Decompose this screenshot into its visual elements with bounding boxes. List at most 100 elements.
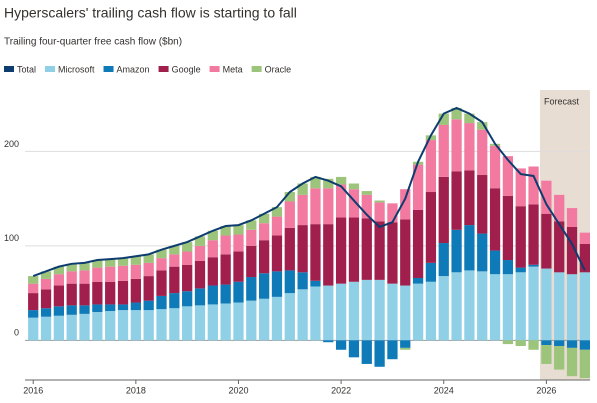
bar-segment xyxy=(40,289,52,309)
bar-segment xyxy=(310,286,321,341)
bar-segment xyxy=(40,316,52,341)
bar-segment xyxy=(117,258,129,266)
legend-swatch xyxy=(158,66,169,72)
bar-segment xyxy=(566,208,578,227)
bar-segment xyxy=(79,305,90,314)
bar-segment xyxy=(323,224,334,286)
x-tick-label: 2022 xyxy=(331,385,351,395)
bar-segment xyxy=(259,223,270,241)
bar-segment xyxy=(143,262,154,277)
bar-segment xyxy=(425,135,437,141)
bar-segment xyxy=(528,340,539,350)
bar-segment xyxy=(438,276,449,341)
bar-segment xyxy=(348,281,360,341)
bar-segment xyxy=(284,227,295,271)
bar-segment xyxy=(66,283,77,306)
bar-segment xyxy=(515,340,526,346)
bar-segment xyxy=(233,251,244,282)
bar-segment xyxy=(207,230,218,241)
bar-segment xyxy=(361,194,372,219)
legend-swatch xyxy=(45,66,56,72)
bar-segment xyxy=(117,310,129,341)
bar-segment xyxy=(541,213,552,269)
bar-segment xyxy=(502,340,514,345)
bar-segment xyxy=(207,304,218,341)
bar-segment xyxy=(502,195,514,261)
bar-segment xyxy=(528,204,539,265)
x-tick-label: 2018 xyxy=(126,385,146,395)
bar-segment xyxy=(220,254,231,285)
bar-segment xyxy=(92,260,103,268)
bar-segment xyxy=(335,283,347,341)
bar-segment xyxy=(169,308,180,341)
total-line xyxy=(32,106,586,278)
bar-segment xyxy=(259,213,270,224)
bar-segment xyxy=(541,268,552,341)
legend-swatch xyxy=(4,66,14,72)
bar-segment xyxy=(284,201,295,228)
bar-segment xyxy=(554,340,565,346)
bar-segment xyxy=(425,140,437,193)
bar-segment xyxy=(233,302,244,341)
bar-segment xyxy=(477,233,488,272)
bar-segment xyxy=(489,250,501,275)
bar-segment xyxy=(374,202,385,222)
bar-segment xyxy=(412,164,424,210)
bar-segment xyxy=(194,288,206,306)
bar-segment xyxy=(79,283,90,306)
bar-segment xyxy=(400,347,411,350)
bar-segment xyxy=(579,243,590,273)
bar-segment xyxy=(79,270,90,284)
bar-segment xyxy=(130,302,141,311)
legend-label: Total xyxy=(17,64,36,74)
bar-segment xyxy=(246,229,257,246)
bar-segment xyxy=(182,242,193,252)
bar-segment xyxy=(182,291,193,307)
bar-segment xyxy=(92,304,103,312)
bar-segment xyxy=(259,298,270,341)
bar-segment xyxy=(412,209,424,278)
bar-segment xyxy=(528,266,539,341)
bar-segment xyxy=(28,283,39,294)
bar-segment xyxy=(156,249,167,259)
bar-segment xyxy=(182,264,193,292)
bar-segment xyxy=(348,340,360,358)
chart-subtitle: Trailing four-quarter free cash flow ($b… xyxy=(4,37,182,48)
bar-segment xyxy=(169,254,180,267)
x-tick-label: 2024 xyxy=(434,385,454,395)
bar-segment xyxy=(143,300,154,311)
bar-segment xyxy=(310,176,321,189)
y-tick-label: 100 xyxy=(4,233,19,243)
x-tick-label: 2020 xyxy=(228,385,248,395)
bar-segment xyxy=(323,178,334,189)
legend-label: Amazon xyxy=(117,64,150,74)
bar-segment xyxy=(438,113,449,125)
bar-segment xyxy=(143,276,154,301)
bar-segment xyxy=(117,280,129,305)
bar-segment xyxy=(169,293,180,309)
bar-segment xyxy=(207,285,218,305)
bar-segment xyxy=(528,166,539,205)
bar-segment xyxy=(40,308,52,317)
bar-segment xyxy=(464,225,475,271)
bar-segment xyxy=(464,123,475,171)
bar-segment xyxy=(233,281,244,303)
bar-segment xyxy=(156,309,167,341)
bar-segment xyxy=(105,304,116,312)
bar-segment xyxy=(554,221,565,273)
bar-segment xyxy=(323,340,334,343)
bar-segment xyxy=(566,274,578,341)
bar-segment xyxy=(451,119,462,172)
bar-segment xyxy=(464,270,475,341)
x-tick-label: 2016 xyxy=(23,385,43,395)
bar-segment xyxy=(566,340,578,348)
bar-segment xyxy=(335,184,347,218)
bar-segment xyxy=(502,156,514,196)
bar-segment xyxy=(130,264,141,279)
bar-segment xyxy=(335,340,347,350)
bar-segment xyxy=(207,257,218,286)
bar-segment xyxy=(79,313,90,341)
bar-segment xyxy=(28,310,39,318)
bar-segment xyxy=(143,254,154,263)
